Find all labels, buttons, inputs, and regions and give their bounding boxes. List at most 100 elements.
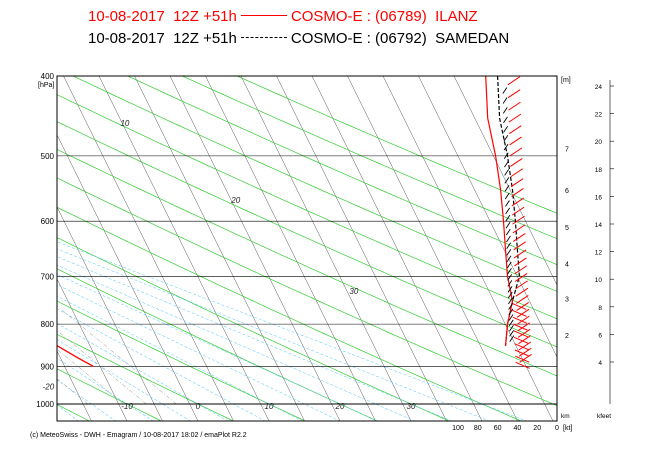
wind-barb [510,168,523,178]
height-tick-label: 3 [565,297,569,304]
wind-barb [512,316,528,324]
temperature-label: 0 [196,402,201,411]
isotherm-line [57,206,163,421]
wind-barb [504,177,510,184]
wind-barb [518,335,531,345]
dry-adiabat-line [57,237,451,421]
pressure-tick-label: 800 [41,320,55,329]
wind-barb [510,178,524,188]
wind-barb [518,341,532,351]
wind-barb [512,224,526,234]
dry-adiabat-line [57,148,557,377]
wind-unit-label: [kt] [563,425,572,432]
moist-adiabat-line [57,404,79,421]
isotherm-line [418,76,557,358]
wind-barb [507,286,513,293]
dry-adiabat-line [181,76,557,240]
isotherm-line [0,76,21,421]
wind-barb [502,107,508,114]
wind-barb [506,255,512,262]
height-unit-label: km [561,413,570,420]
series-ilanz-dewpoint [0,76,1,366]
wind-barb [505,228,511,236]
feet-tick-label: 16 [595,194,603,201]
temperature-label: 20 [335,402,345,411]
wind-barb [513,233,526,242]
wind-barb [508,101,521,111]
height-axis-label: [m] [561,77,571,84]
wind-barb [508,113,522,123]
isotherm-line [57,350,92,421]
wind-barb [509,136,522,146]
wind-tick-label: 0 [555,425,559,432]
wind-barb [512,309,527,317]
wind-barb [513,249,527,259]
wind-barb [512,302,527,310]
wind-barb [505,207,511,215]
isotherm-line [347,76,518,421]
feet-tick-label: 8 [598,305,602,312]
moist-adiabat-line [57,264,416,421]
wind-barb [514,343,529,351]
wind-barb [515,355,530,363]
feet-tick-label: 20 [595,139,603,146]
pressure-tick-label: 600 [41,217,55,226]
feet-tick-label: 12 [595,250,603,257]
series-samedan-temperature [0,76,9,333]
wind-barb [506,242,512,249]
height-tick-label: 7 [565,147,569,154]
dry-adiabat-line [57,368,163,421]
mixing-ratio-line [57,349,124,405]
wind-barb [515,287,529,297]
feet-tick-label: 24 [595,84,603,91]
isotherm-line [169,76,341,421]
wind-barb [506,249,512,256]
wind-barb [511,206,525,216]
wind-barb [516,294,529,304]
wind-barb [511,188,524,197]
isotherm-line [382,76,554,421]
wind-barb [506,261,512,269]
temperature-label: 10 [120,119,129,128]
wind-barb [508,125,522,135]
wind-barb [508,308,514,316]
axes-labels: 4005006007008009001000[hPa]-60-60-50-50-… [36,72,614,432]
wind-barb [508,314,514,321]
wind-barb [503,125,509,133]
wind-barb [509,335,515,342]
wind-barb [513,330,528,338]
moist-adiabat-line [57,379,117,421]
wind-tick-label: 40 [514,425,522,432]
pressure-axis-label: [hPa] [38,82,54,89]
moist-adiabat-line [57,241,528,421]
dry-adiabat-line [0,67,18,422]
title-ilanz-run: 10-08-2017 12Z +51h [88,8,237,25]
wind-barb [515,361,530,369]
wind-tick-label: 60 [494,425,502,432]
pressure-tick-label: 1000 [36,400,54,409]
wind-barb [514,265,528,275]
wind-tick-label: 80 [474,425,482,432]
wind-barb [514,349,530,357]
isotherm-line [240,76,412,421]
dry-adiabat-line [236,76,557,214]
dry-adiabat-line [57,206,523,421]
dry-adiabat-line [126,76,557,266]
temperature-label: 30 [349,287,358,296]
wind-barb [518,347,532,357]
temperature-label: -20 [43,382,55,391]
wind-barb [508,303,513,310]
wind-tick-label: 100 [452,425,464,432]
wind-barb [504,185,510,192]
wind-barb [507,274,513,281]
dry-adiabat-line [57,94,557,320]
title-samedan-run: 10-08-2017 12Z +51h [88,30,237,47]
pressure-tick-label: 700 [41,272,55,281]
title-samedan-station: COSMO-E : (06792) SAMEDAN [290,30,510,47]
pressure-tick-label: 400 [41,72,55,81]
height-tick-label: 6 [565,188,569,195]
wind-barb [510,158,523,167]
wind-barb [502,97,508,104]
wind-barb [514,272,528,282]
